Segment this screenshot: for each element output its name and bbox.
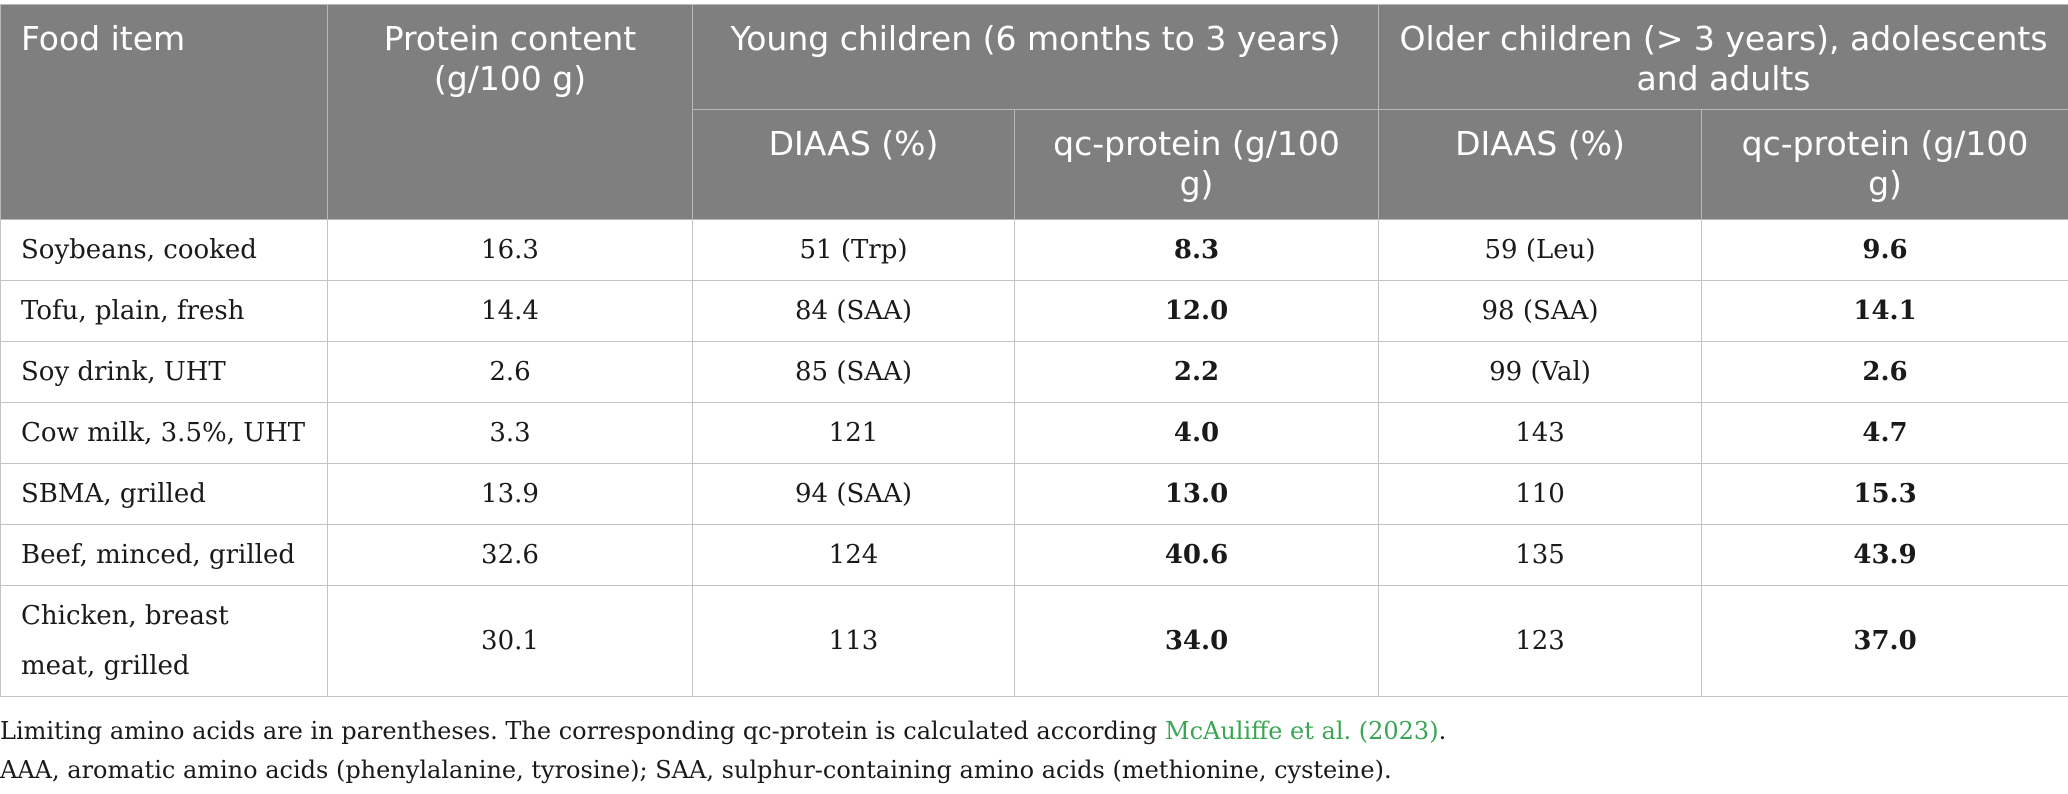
cell-food: Soy drink, UHT bbox=[0, 341, 328, 403]
table-row: Soybeans, cooked 16.3 51 (Trp) 8.3 59 (L… bbox=[0, 219, 2068, 281]
table-row: Tofu, plain, fresh 14.4 84 (SAA) 12.0 98… bbox=[0, 280, 2068, 342]
cell-qc-older: 4.7 bbox=[1701, 402, 2068, 464]
cell-qc-young: 40.6 bbox=[1013, 524, 1380, 586]
cell-protein: 14.4 bbox=[327, 280, 693, 342]
cell-food: Cow milk, 3.5%, UHT bbox=[0, 402, 328, 464]
footnote-text: Limiting amino acids are in parentheses.… bbox=[0, 717, 1165, 745]
cell-qc-young: 12.0 bbox=[1013, 280, 1380, 342]
cell-qc-older: 15.3 bbox=[1701, 463, 2068, 525]
cell-diaas-young: 124 bbox=[692, 524, 1015, 586]
cell-protein: 30.1 bbox=[327, 585, 693, 697]
header-qc-protein-older: qc-protein (g/100 g) bbox=[1701, 109, 2068, 220]
table-row: Chicken, breast meat, grilled 30.1 113 3… bbox=[0, 585, 2068, 697]
cell-qc-older: 9.6 bbox=[1701, 219, 2068, 281]
cell-protein: 32.6 bbox=[327, 524, 693, 586]
cell-diaas-older: 59 (Leu) bbox=[1378, 219, 1703, 281]
cell-diaas-older: 123 bbox=[1378, 585, 1703, 697]
citation-link[interactable]: McAuliffe et al. (2023) bbox=[1165, 717, 1439, 745]
table-row: Beef, minced, grilled 32.6 124 40.6 135 … bbox=[0, 524, 2068, 586]
cell-qc-young: 34.0 bbox=[1013, 585, 1380, 697]
header-diaas-young: DIAAS (%) bbox=[692, 109, 1015, 220]
cell-diaas-young: 94 (SAA) bbox=[692, 463, 1015, 525]
header-young-children: Young children (6 months to 3 years) bbox=[691, 4, 1380, 110]
cell-qc-young: 13.0 bbox=[1013, 463, 1380, 525]
footnote-limiting-amino-acids: Limiting amino acids are in parentheses.… bbox=[0, 712, 1446, 751]
header-qc-protein-young: qc-protein (g/100 g) bbox=[1013, 109, 1380, 220]
table-row: Soy drink, UHT 2.6 85 (SAA) 2.2 99 (Val)… bbox=[0, 341, 2068, 403]
cell-diaas-older: 143 bbox=[1378, 402, 1703, 464]
header-older-children: Older children (> 3 years), adolescents … bbox=[1378, 4, 2068, 110]
cell-diaas-young: 85 (SAA) bbox=[692, 341, 1015, 403]
cell-qc-young: 4.0 bbox=[1013, 402, 1380, 464]
table-row: Cow milk, 3.5%, UHT 3.3 121 4.0 143 4.7 bbox=[0, 402, 2068, 464]
cell-diaas-young: 51 (Trp) bbox=[692, 219, 1015, 281]
protein-quality-table: Food item Protein content (g/100 g) Youn… bbox=[0, 4, 2068, 697]
cell-protein: 16.3 bbox=[327, 219, 693, 281]
header-food-item: Food item bbox=[0, 4, 328, 220]
cell-diaas-older: 135 bbox=[1378, 524, 1703, 586]
cell-qc-older: 37.0 bbox=[1701, 585, 2068, 697]
cell-diaas-young: 121 bbox=[692, 402, 1015, 464]
cell-food: SBMA, grilled bbox=[0, 463, 328, 525]
header-diaas-older: DIAAS (%) bbox=[1378, 109, 1703, 220]
cell-food: Soybeans, cooked bbox=[0, 219, 328, 281]
cell-qc-young: 2.2 bbox=[1013, 341, 1380, 403]
cell-food: Tofu, plain, fresh bbox=[0, 280, 328, 342]
cell-food: Chicken, breast meat, grilled bbox=[0, 585, 328, 697]
cell-protein: 2.6 bbox=[327, 341, 693, 403]
cell-diaas-older: 110 bbox=[1378, 463, 1703, 525]
cell-protein: 3.3 bbox=[327, 402, 693, 464]
footnote-abbreviations: AAA, aromatic amino acids (phenylalanine… bbox=[0, 756, 1392, 784]
table-container: Food item Protein content (g/100 g) Youn… bbox=[0, 4, 2068, 697]
header-protein-content: Protein content (g/100 g) bbox=[327, 4, 693, 220]
cell-qc-older: 43.9 bbox=[1701, 524, 2068, 586]
cell-food: Beef, minced, grilled bbox=[0, 524, 328, 586]
cell-qc-older: 14.1 bbox=[1701, 280, 2068, 342]
cell-diaas-older: 99 (Val) bbox=[1378, 341, 1703, 403]
cell-protein: 13.9 bbox=[327, 463, 693, 525]
cell-qc-older: 2.6 bbox=[1701, 341, 2068, 403]
cell-diaas-older: 98 (SAA) bbox=[1378, 280, 1703, 342]
table-row: SBMA, grilled 13.9 94 (SAA) 13.0 110 15.… bbox=[0, 463, 2068, 525]
footnote-period: . bbox=[1438, 717, 1447, 745]
cell-diaas-young: 113 bbox=[692, 585, 1015, 697]
cell-qc-young: 8.3 bbox=[1013, 219, 1380, 281]
table-footnotes: Limiting amino acids are in parentheses.… bbox=[0, 712, 1446, 790]
cell-diaas-young: 84 (SAA) bbox=[692, 280, 1015, 342]
